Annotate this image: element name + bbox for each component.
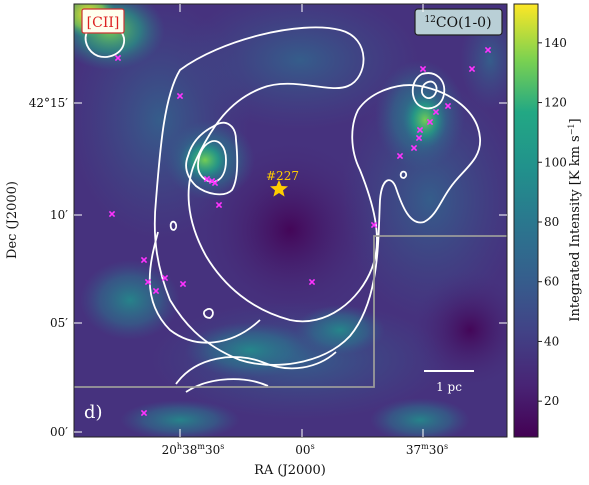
yso-marker-2: [203, 175, 211, 183]
y-axis-title: Dec (J2000): [5, 181, 20, 259]
intensity-map: [74, 4, 507, 437]
y-tick-label-3: 00′: [50, 425, 68, 439]
yso-marker-24: [140, 409, 148, 417]
yso-marker-17: [444, 102, 452, 110]
x-tick-label-2: 37m30s: [406, 442, 448, 457]
yso-marker-13: [370, 221, 378, 229]
contour-inner: [185, 121, 239, 196]
region-outline: [74, 235, 507, 388]
contour-shell: [153, 26, 481, 366]
yso-marker-16: [484, 46, 492, 54]
yso-marker-19: [426, 118, 434, 126]
contour-small2: [169, 220, 178, 231]
colorbar-gradient: [513, 3, 539, 438]
axis-ticks: [74, 4, 507, 437]
svg-text:12CO(1-0): 12CO(1-0): [424, 15, 491, 31]
tag-cii: [CII]: [81, 8, 125, 34]
yso-marker-11: [179, 280, 187, 288]
yso-marker-20: [416, 126, 424, 134]
colorbar-tick-label-6: 140: [544, 36, 567, 50]
contour-south: [175, 351, 337, 385]
tag-cii-text: [CII]: [87, 15, 120, 31]
x-axis-title: RA (J2000): [254, 463, 326, 478]
colorbar-tick-label-0: 20: [544, 394, 559, 408]
contour-small1: [399, 170, 408, 179]
colorbar-tick-label-3: 80: [544, 215, 559, 229]
y-tick-labels: 42°15′ 10′ 05′ 00′: [29, 96, 69, 439]
contour-ring-east: [411, 72, 446, 110]
colorbar-tick-label-4: 100: [544, 155, 567, 169]
x-tick-label-0: 20h38m30s: [162, 442, 225, 457]
colorbar: 20 40 60 80 100 120 140 Integrated Intensity […: [513, 3, 583, 438]
yso-marker-23: [410, 144, 418, 152]
yso-marker-12: [308, 278, 316, 286]
contour-southwest: [148, 231, 261, 344]
source-label: #227: [266, 169, 299, 183]
yso-marker-8: [144, 278, 152, 286]
tag-co-text: CO(1-0): [436, 15, 492, 31]
colorbar-tick-label-2: 60: [544, 275, 559, 289]
yso-marker-1: [176, 92, 184, 100]
yso-marker-14: [419, 65, 427, 73]
contour-small3: [203, 308, 214, 319]
x-tick-label-1: 00s: [295, 442, 314, 457]
colorbar-title: Integrated Intensity [K km s−1]: [567, 118, 583, 321]
tag-co: 12CO(1-0): [414, 8, 503, 36]
yso-marker-9: [152, 287, 160, 295]
ysos-markers: [108, 46, 492, 417]
scale-bar: 1 pc: [424, 370, 474, 394]
plot-frame: [73, 3, 508, 438]
y-tick-label-0: 42°15′: [29, 96, 69, 110]
colorbar-ticks: 20 40 60 80 100 120 140: [538, 36, 567, 408]
source-227: #227: [266, 169, 299, 197]
yso-marker-7: [140, 256, 148, 264]
yso-marker-10: [161, 274, 169, 282]
yso-marker-4: [211, 179, 219, 187]
yso-marker-0: [114, 54, 122, 62]
y-tick-label-1: 10′: [50, 208, 68, 222]
yso-marker-15: [468, 65, 476, 73]
yso-marker-6: [108, 210, 116, 218]
tag-co-sup: 12: [424, 15, 435, 25]
colorbar-tick-label-1: 40: [544, 334, 559, 348]
source-star: [270, 180, 288, 197]
yso-marker-5: [215, 201, 223, 209]
panel-label: d): [84, 402, 103, 423]
contour-ring-east-inner: [421, 80, 438, 99]
y-tick-label-2: 05′: [50, 316, 68, 330]
yso-marker-21: [415, 134, 423, 142]
x-tick-labels: 20h38m30s 00s 37m30s: [162, 442, 448, 457]
yso-marker-18: [432, 108, 440, 116]
scale-bar-label: 1 pc: [436, 380, 462, 394]
yso-marker-22: [396, 152, 404, 160]
colorbar-tick-label-5: 120: [544, 96, 567, 110]
